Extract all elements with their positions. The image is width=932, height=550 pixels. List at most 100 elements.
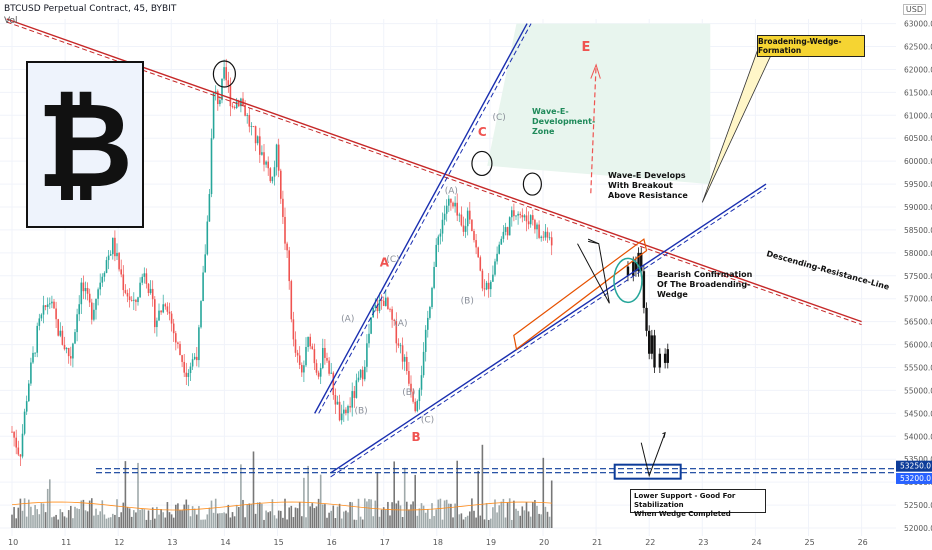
candle-body [269, 168, 272, 182]
volume-bar [221, 513, 223, 528]
candle-body [263, 152, 265, 165]
candle-body [206, 221, 209, 255]
price-label-box [896, 460, 932, 472]
candle-body [437, 236, 440, 245]
x-axis-tick-label: 22 [645, 538, 655, 547]
candle-body [527, 221, 530, 225]
volume-bar [78, 509, 80, 528]
development-zone-fill [487, 23, 711, 185]
volume-bar [185, 499, 188, 528]
volume-bar [420, 503, 423, 528]
volume-bar [282, 517, 284, 528]
candle-body [70, 356, 72, 359]
x-axis-tick-label: 18 [433, 538, 443, 547]
bearish-note: Bearish Confirmation Of The Broadending-… [657, 270, 777, 300]
candle-body [481, 270, 484, 289]
volume-bar [122, 502, 125, 528]
sub-wave-label: (B) [402, 388, 415, 398]
volume-bar [521, 506, 524, 528]
volume-bar [40, 503, 43, 528]
volume-bar [364, 498, 366, 528]
candle-body [97, 289, 99, 299]
volume-bar [546, 511, 549, 528]
volume-bar [44, 512, 47, 528]
volume-bar [473, 510, 475, 528]
lower-support-label: Lower Support - Good For Stabilization W… [630, 489, 766, 518]
zone-label-line: Zone [532, 127, 555, 136]
currency-button[interactable]: USD [902, 4, 926, 15]
volume-bar [307, 465, 309, 528]
volume-bar [322, 504, 324, 528]
candle-body [19, 454, 22, 457]
candle-body [32, 352, 34, 363]
candle-body [540, 236, 542, 238]
volume-bar [172, 517, 175, 528]
candle-body [200, 301, 202, 328]
candle-body [504, 227, 507, 232]
volume-bar [208, 507, 211, 528]
volume-bar [162, 512, 164, 528]
volume-bar [548, 516, 551, 528]
candle-body [128, 296, 131, 301]
volume-bar [332, 505, 335, 528]
volume-bar [105, 518, 108, 528]
volume-bar [130, 516, 133, 528]
candle-body [475, 240, 477, 248]
candle-body [286, 243, 288, 251]
wave-e-note: Wave-E Develops With Breakout Above Resi… [608, 171, 703, 201]
volume-bar [273, 515, 276, 528]
descending-resistance-line [6, 18, 862, 323]
candle-body [523, 215, 526, 218]
candle-body [471, 219, 473, 231]
candle-body [401, 345, 404, 362]
volume-bar [303, 477, 305, 528]
candle-body [548, 237, 551, 239]
volume-bar [74, 506, 76, 528]
volume-bar [25, 516, 28, 528]
candle-body [214, 91, 217, 93]
candle-body [479, 257, 482, 271]
candle-body [179, 343, 181, 356]
wave-label-e: E [581, 40, 590, 55]
volume-bar [418, 508, 421, 528]
x-axis-tick-label: 12 [114, 538, 124, 547]
sub-wave-label: (A) [394, 319, 407, 329]
volume-bar [30, 506, 32, 528]
volume-bar [550, 480, 553, 528]
candle-body [406, 356, 408, 372]
candle-body [443, 213, 446, 220]
candle-body [508, 217, 511, 236]
volume-bar [366, 501, 368, 528]
volume-bar [345, 510, 347, 528]
candle-body [59, 330, 62, 336]
volume-bar [454, 503, 456, 528]
candle-body [336, 401, 339, 405]
volume-bar [487, 519, 490, 528]
projection-candle [632, 262, 635, 276]
candle-body [307, 336, 309, 348]
volume-bar [141, 508, 143, 528]
volume-bar [11, 514, 13, 528]
candle-body [364, 366, 366, 380]
candle-body [469, 210, 471, 220]
candle-body [290, 281, 293, 320]
candle-body [441, 219, 444, 234]
candle-body [189, 366, 192, 374]
volume-bar [254, 513, 257, 528]
volume-bar [313, 508, 316, 528]
volume-bar [498, 505, 500, 528]
volume-bar [458, 514, 461, 528]
candle-body [305, 347, 307, 366]
support-zone-box [613, 463, 682, 480]
projection-candle [663, 353, 667, 363]
volume-bar [311, 503, 314, 528]
volume-bar [21, 510, 24, 528]
candle-body [156, 320, 158, 328]
volume-bar [403, 467, 406, 528]
candle-body [418, 389, 421, 402]
pivot-circle [471, 150, 493, 177]
candle-body [538, 224, 540, 238]
y-axis-tick-label: 58000.0 [904, 249, 932, 258]
wedge-upper-line [314, 23, 528, 414]
candle-body [154, 299, 156, 328]
